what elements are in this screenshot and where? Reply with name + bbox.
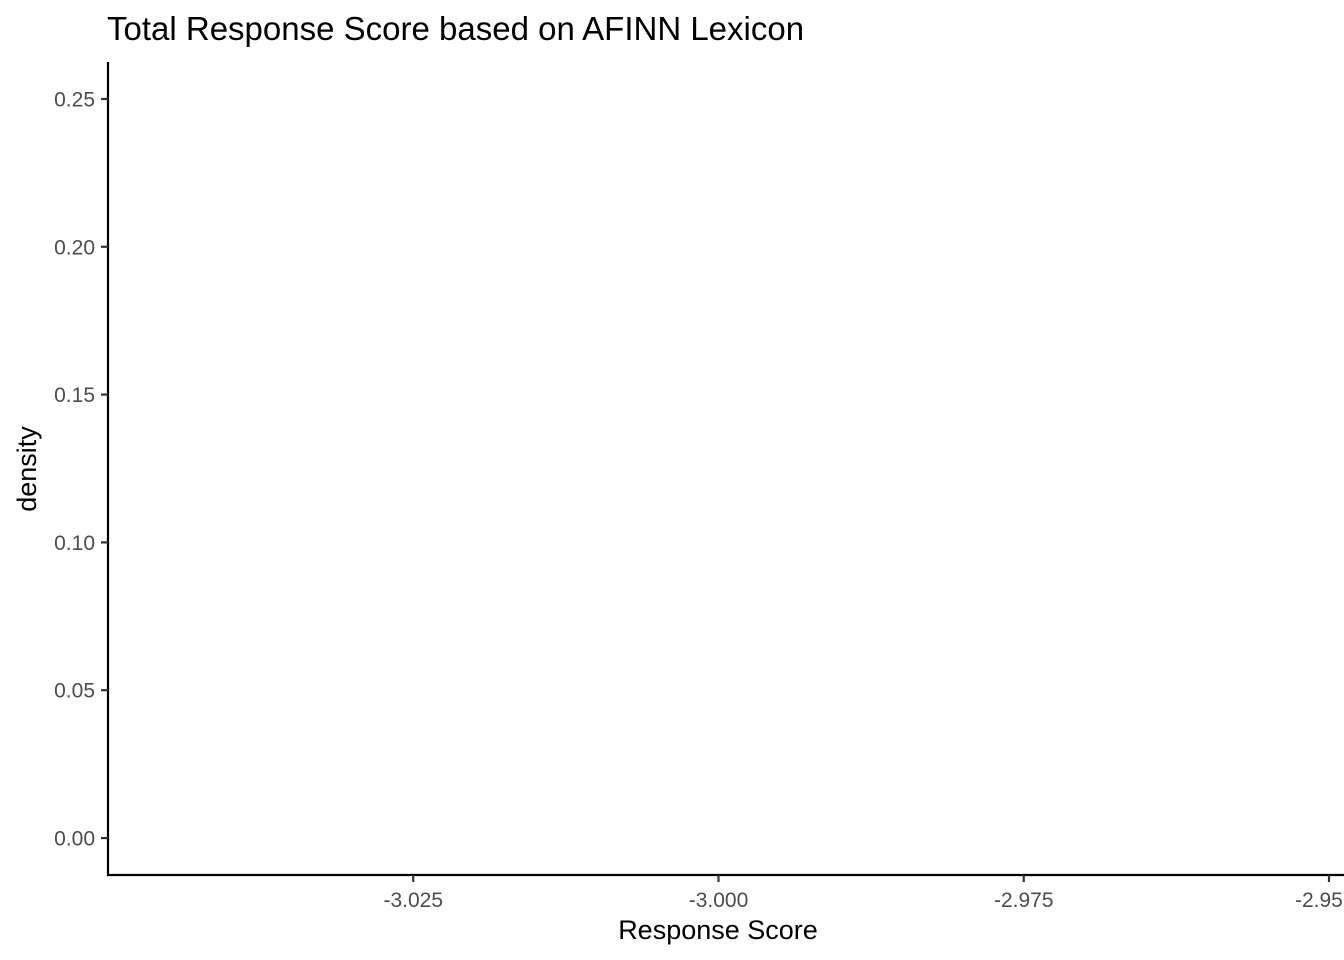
y-tick-label: 0.20: [54, 236, 95, 259]
x-axis-title: Response Score: [618, 915, 818, 945]
chart-title: Total Response Score based on AFINN Lexi…: [107, 10, 804, 47]
y-tick-label: 0.25: [54, 88, 95, 111]
y-tick-label: 0.05: [54, 680, 95, 703]
x-tick-label: -3.000: [689, 889, 749, 912]
y-tick-label: 0.15: [54, 384, 95, 407]
x-axis-ticks: -3.025 -3.000 -2.975 -2.95: [383, 875, 1343, 912]
x-tick-label: -2.975: [994, 889, 1054, 912]
x-tick-label: -2.95: [1295, 889, 1343, 912]
x-tick-label: -3.025: [383, 889, 443, 912]
y-tick-label: 0.00: [54, 828, 95, 851]
y-axis-title: density: [12, 426, 42, 512]
y-tick-label: 0.10: [54, 532, 95, 555]
y-axis-ticks: 0.00 0.05 0.10 0.15 0.20 0.25: [54, 88, 108, 851]
